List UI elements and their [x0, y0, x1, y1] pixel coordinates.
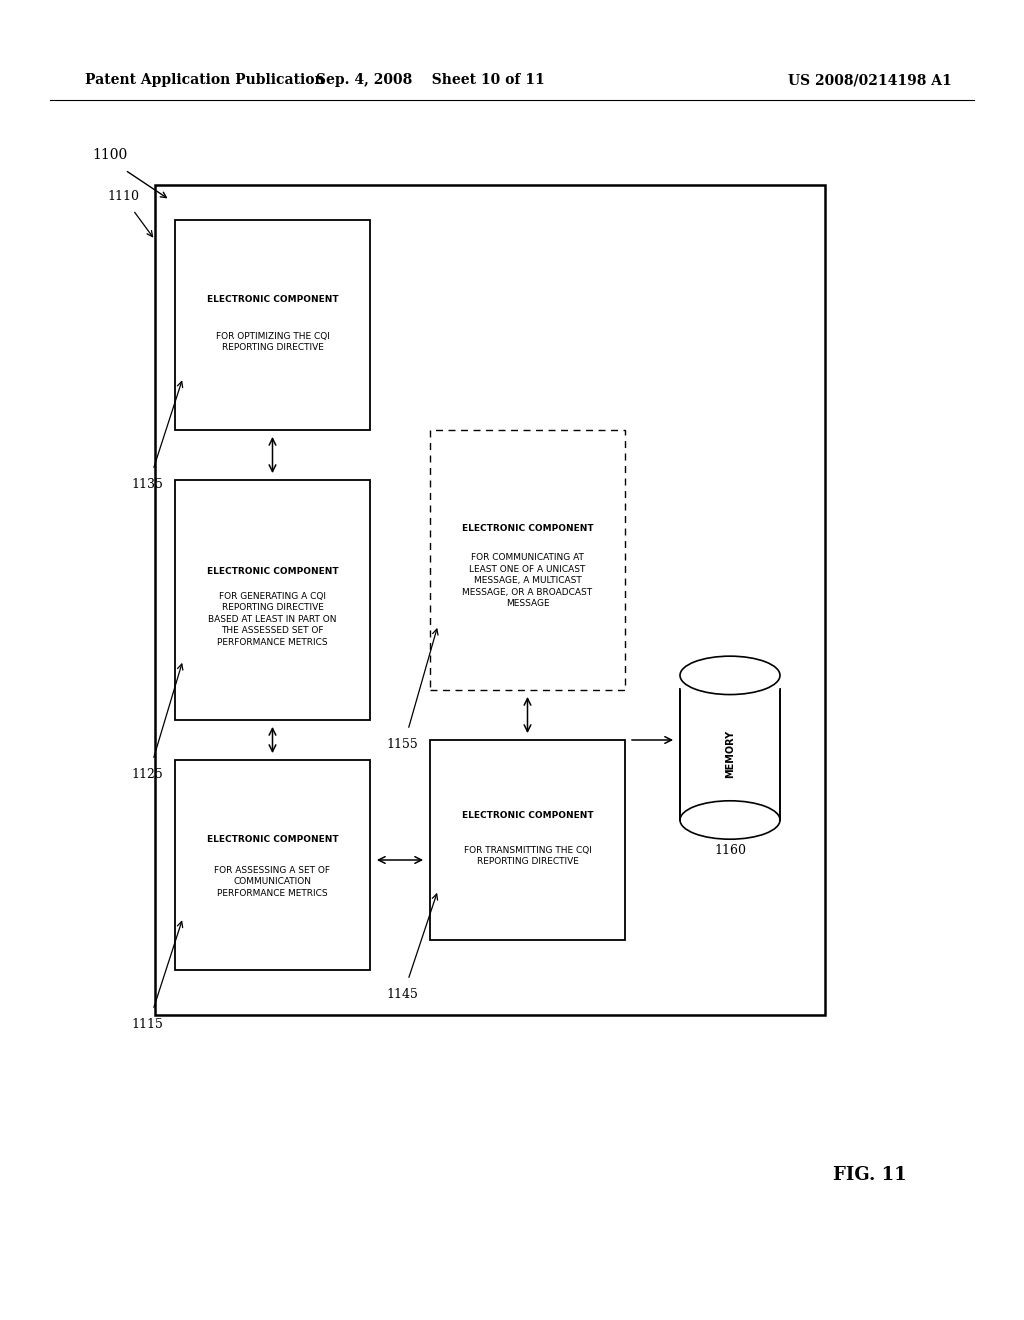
Text: ELECTRONIC COMPONENT: ELECTRONIC COMPONENT — [207, 836, 338, 845]
Bar — [430, 430, 625, 690]
Text: MEMORY: MEMORY — [725, 730, 735, 779]
Text: 1115: 1115 — [131, 1018, 163, 1031]
Text: ELECTRONIC COMPONENT: ELECTRONIC COMPONENT — [462, 524, 593, 533]
Text: US 2008/0214198 A1: US 2008/0214198 A1 — [788, 73, 952, 87]
Text: FOR COMMUNICATING AT
LEAST ONE OF A UNICAST
MESSAGE, A MULTICAST
MESSAGE, OR A B: FOR COMMUNICATING AT LEAST ONE OF A UNIC… — [463, 553, 593, 609]
Text: FIG. 11: FIG. 11 — [834, 1166, 907, 1184]
Text: 1100: 1100 — [92, 148, 128, 162]
Text: FOR TRANSMITTING THE CQI
REPORTING DIRECTIVE: FOR TRANSMITTING THE CQI REPORTING DIREC… — [464, 846, 592, 866]
Text: 1155: 1155 — [386, 738, 418, 751]
Ellipse shape — [680, 801, 780, 840]
Text: FOR ASSESSING A SET OF
COMMUNICATION
PERFORMANCE METRICS: FOR ASSESSING A SET OF COMMUNICATION PER… — [214, 866, 331, 898]
Text: Sep. 4, 2008    Sheet 10 of 11: Sep. 4, 2008 Sheet 10 of 11 — [315, 73, 545, 87]
Text: 1160: 1160 — [714, 843, 746, 857]
Bar — [680, 689, 780, 820]
Text: FOR GENERATING A CQI
REPORTING DIRECTIVE
BASED AT LEAST IN PART ON
THE ASSESSED : FOR GENERATING A CQI REPORTING DIRECTIVE… — [208, 591, 337, 647]
Text: ELECTRONIC COMPONENT: ELECTRONIC COMPONENT — [207, 566, 338, 576]
Text: ELECTRONIC COMPONENT: ELECTRONIC COMPONENT — [462, 812, 593, 821]
Bar — [155, 185, 825, 1015]
Bar — [680, 649, 780, 690]
Text: FOR OPTIMIZING THE CQI
REPORTING DIRECTIVE: FOR OPTIMIZING THE CQI REPORTING DIRECTI… — [216, 331, 330, 352]
Text: Patent Application Publication: Patent Application Publication — [85, 73, 325, 87]
Bar — [430, 741, 625, 940]
Bar — [175, 760, 370, 970]
Ellipse shape — [680, 656, 780, 694]
Text: 1125: 1125 — [131, 767, 163, 780]
Bar — [175, 220, 370, 430]
Bar — [175, 480, 370, 719]
Text: 1110: 1110 — [106, 190, 139, 202]
Text: ELECTRONIC COMPONENT: ELECTRONIC COMPONENT — [207, 296, 338, 305]
Text: 1135: 1135 — [131, 478, 163, 491]
Text: 1145: 1145 — [386, 987, 418, 1001]
